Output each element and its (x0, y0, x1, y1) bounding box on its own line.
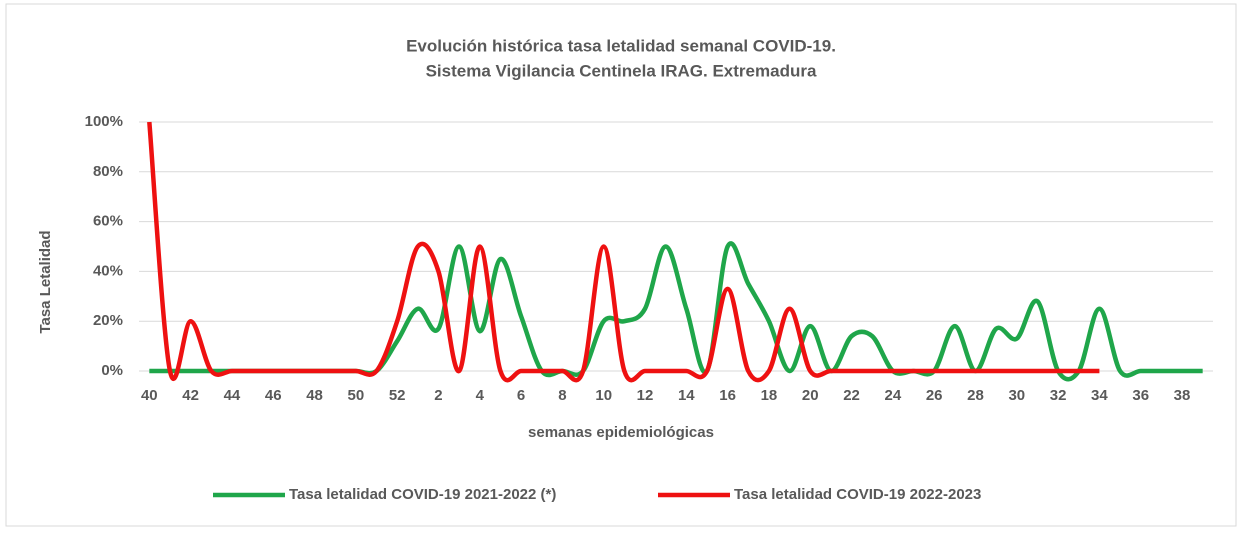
y-tick-label: 60% (93, 213, 123, 230)
x-tick-label: 24 (885, 387, 902, 404)
y-tick-label: 80% (93, 163, 123, 180)
x-tick-label: 36 (1132, 387, 1149, 404)
y-tick-label: 100% (85, 113, 123, 130)
x-tick-label: 32 (1050, 387, 1067, 404)
x-tick-label: 12 (637, 387, 654, 404)
x-tick-label: 2 (434, 387, 442, 404)
chart-border (5, 3, 1237, 527)
x-tick-label: 28 (967, 387, 984, 404)
x-tick-label: 4 (476, 387, 485, 404)
x-tick-label: 14 (678, 387, 695, 404)
x-tick-label: 6 (517, 387, 525, 404)
legend-label: Tasa letalidad COVID-19 2021-2022 (*) (289, 486, 556, 503)
x-tick-label: 50 (348, 387, 365, 404)
legend-label: Tasa letalidad COVID-19 2022-2023 (734, 486, 981, 503)
y-tick-label: 20% (93, 312, 123, 329)
x-tick-label: 38 (1174, 387, 1191, 404)
x-tick-label: 26 (926, 387, 943, 404)
x-axis-label: semanas epidemiológicas (528, 424, 714, 441)
x-tick-label: 40 (141, 387, 158, 404)
y-axis-label: Tasa Letalidad (37, 230, 54, 333)
x-tick-label: 8 (558, 387, 566, 404)
x-tick-label: 52 (389, 387, 406, 404)
x-tick-label: 22 (843, 387, 860, 404)
x-tick-label: 18 (761, 387, 778, 404)
x-tick-label: 16 (719, 387, 736, 404)
y-tick-label: 40% (93, 262, 123, 279)
x-tick-label: 20 (802, 387, 819, 404)
x-tick-label: 30 (1008, 387, 1025, 404)
x-tick-label: 46 (265, 387, 282, 404)
chart-subtitle: Sistema Vigilancia Centinela IRAG. Extre… (426, 61, 817, 80)
x-tick-label: 48 (306, 387, 323, 404)
x-tick-label: 44 (224, 387, 241, 404)
chart-title: Evolución histórica tasa letalidad seman… (406, 36, 836, 55)
x-tick-label: 10 (595, 387, 612, 404)
x-tick-label: 42 (182, 387, 199, 404)
x-tick-label: 34 (1091, 387, 1108, 404)
series-line (147, 121, 1100, 383)
y-tick-label: 0% (101, 362, 123, 379)
